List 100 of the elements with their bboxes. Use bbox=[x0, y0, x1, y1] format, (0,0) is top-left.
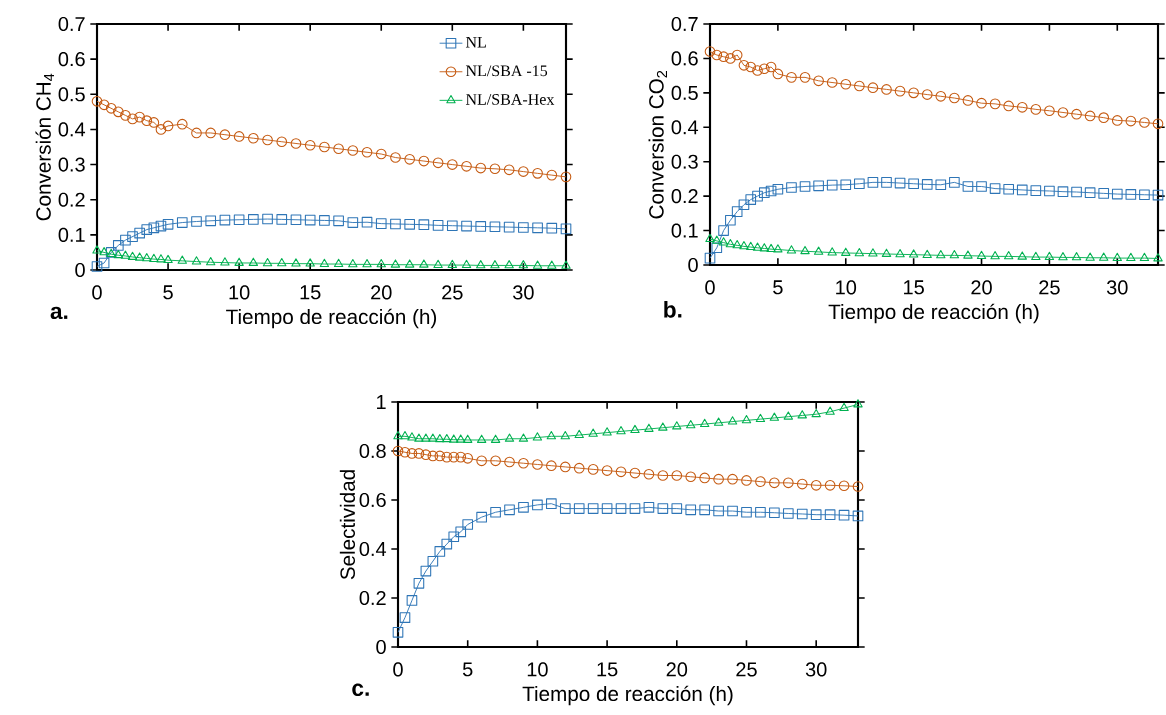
point bbox=[404, 259, 415, 268]
point bbox=[433, 259, 443, 269]
point bbox=[1044, 251, 1055, 261]
point bbox=[1112, 252, 1122, 262]
y-tick-label: 0 bbox=[688, 257, 698, 273]
point bbox=[852, 510, 864, 522]
point bbox=[1084, 187, 1096, 199]
point bbox=[304, 214, 316, 226]
point bbox=[141, 224, 153, 235]
point bbox=[414, 433, 424, 442]
x-tick-label: 25 bbox=[736, 662, 757, 677]
point bbox=[773, 244, 783, 253]
point bbox=[127, 251, 138, 260]
point bbox=[504, 456, 515, 468]
point bbox=[98, 99, 110, 111]
point bbox=[149, 253, 159, 263]
point bbox=[532, 222, 543, 234]
point bbox=[448, 451, 460, 463]
point bbox=[658, 422, 668, 431]
point bbox=[799, 181, 811, 192]
point bbox=[290, 214, 302, 226]
point bbox=[461, 220, 472, 232]
point bbox=[772, 68, 784, 80]
point bbox=[155, 124, 167, 135]
point bbox=[741, 475, 752, 486]
point bbox=[935, 90, 947, 102]
point bbox=[894, 177, 906, 189]
point bbox=[206, 256, 216, 266]
point bbox=[1152, 118, 1164, 130]
point bbox=[463, 434, 473, 443]
x-tick-label: 5 bbox=[773, 280, 783, 295]
point bbox=[177, 255, 187, 264]
point bbox=[546, 430, 557, 440]
x-tick-label: 15 bbox=[904, 280, 924, 295]
point bbox=[745, 61, 757, 73]
x-tick-label: 25 bbox=[442, 285, 463, 300]
point bbox=[1044, 105, 1055, 117]
x-tick-label: 25 bbox=[1039, 280, 1060, 295]
point bbox=[442, 433, 452, 443]
point bbox=[657, 470, 669, 481]
point bbox=[449, 434, 459, 443]
x-tick-label: 10 bbox=[229, 285, 250, 300]
point bbox=[800, 245, 810, 255]
point bbox=[731, 206, 743, 217]
point bbox=[1071, 108, 1082, 120]
point bbox=[759, 243, 770, 252]
point bbox=[518, 502, 529, 513]
y-tick-label: 0.5 bbox=[671, 85, 698, 100]
point bbox=[475, 221, 487, 232]
point bbox=[220, 257, 230, 266]
point bbox=[644, 423, 654, 432]
point bbox=[881, 248, 892, 257]
point bbox=[462, 453, 474, 464]
point bbox=[752, 242, 763, 251]
point bbox=[559, 461, 571, 473]
point bbox=[419, 259, 429, 268]
x-axis-title: Tiempo de reacción (h) bbox=[226, 308, 437, 329]
point bbox=[881, 84, 892, 95]
point bbox=[475, 162, 487, 174]
point bbox=[446, 159, 458, 170]
point bbox=[559, 503, 571, 514]
point bbox=[1126, 252, 1136, 262]
point bbox=[671, 503, 683, 514]
point bbox=[810, 479, 822, 491]
point bbox=[962, 95, 974, 106]
point bbox=[867, 177, 879, 188]
point bbox=[219, 214, 231, 226]
point bbox=[347, 145, 359, 156]
point bbox=[476, 434, 487, 443]
point bbox=[758, 187, 770, 199]
point bbox=[1030, 185, 1042, 196]
point bbox=[976, 97, 987, 109]
point bbox=[1139, 117, 1150, 128]
point bbox=[134, 111, 145, 123]
point bbox=[643, 502, 655, 513]
point bbox=[234, 257, 244, 266]
point bbox=[990, 251, 1000, 260]
point bbox=[404, 153, 416, 165]
point bbox=[796, 508, 808, 520]
point bbox=[755, 506, 766, 518]
point bbox=[881, 177, 892, 188]
point bbox=[786, 72, 797, 83]
point bbox=[418, 219, 430, 231]
x-tick-label: 20 bbox=[666, 662, 688, 677]
y-tick-label: 0.1 bbox=[58, 227, 85, 242]
point bbox=[1084, 110, 1096, 122]
point bbox=[448, 531, 460, 543]
point bbox=[838, 509, 850, 521]
point bbox=[455, 526, 467, 538]
point bbox=[399, 612, 411, 623]
point bbox=[699, 418, 710, 427]
point bbox=[573, 462, 585, 474]
point bbox=[427, 555, 439, 567]
point bbox=[1057, 107, 1069, 118]
point bbox=[745, 194, 757, 205]
point bbox=[91, 261, 103, 272]
y-tick-label: 0.4 bbox=[671, 120, 699, 135]
point bbox=[810, 509, 822, 521]
point bbox=[1044, 185, 1055, 197]
point bbox=[390, 259, 401, 268]
